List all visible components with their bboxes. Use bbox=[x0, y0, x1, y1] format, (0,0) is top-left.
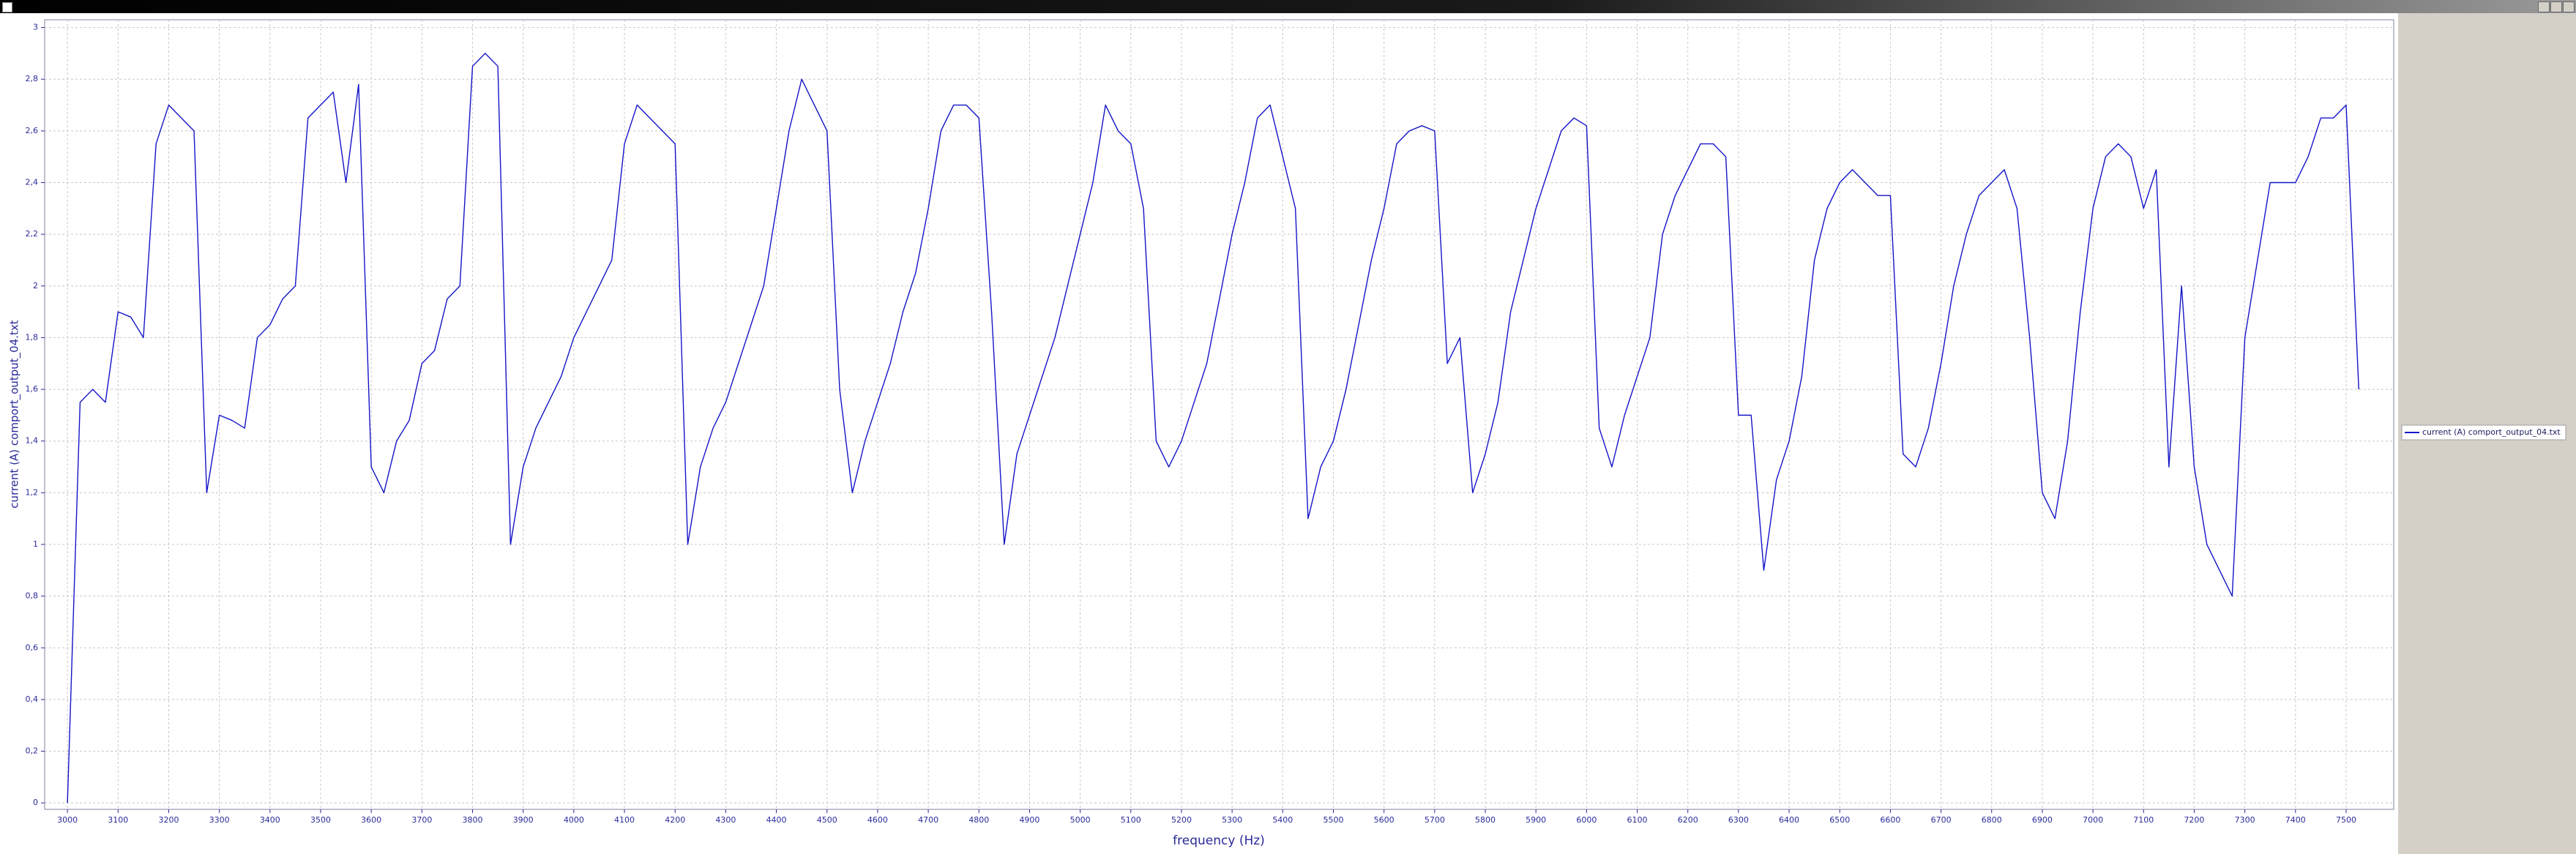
plot-frame bbox=[44, 19, 2394, 810]
minimize-button[interactable] bbox=[2538, 1, 2550, 12]
chart-background bbox=[0, 13, 2398, 854]
x-tick-label: 3500 bbox=[310, 815, 331, 825]
y-tick-label: 2,6 bbox=[26, 126, 39, 135]
y-tick-label: 1,2 bbox=[26, 487, 39, 497]
x-tick-label: 6600 bbox=[1880, 815, 1900, 825]
y-tick-label: 3 bbox=[33, 23, 38, 32]
y-tick-label: 0,6 bbox=[26, 643, 39, 652]
x-tick-label: 3600 bbox=[361, 815, 381, 825]
x-tick-label: 3200 bbox=[158, 815, 179, 825]
y-tick-label: 2,8 bbox=[26, 74, 39, 83]
x-tick-label: 3000 bbox=[57, 815, 78, 825]
x-tick-label: 5200 bbox=[1171, 815, 1192, 825]
x-tick-label: 5100 bbox=[1121, 815, 1141, 825]
x-tick-label: 6100 bbox=[1627, 815, 1648, 825]
y-tick-label: 2,2 bbox=[26, 229, 39, 239]
y-tick-label: 0,4 bbox=[26, 694, 39, 704]
close-button[interactable] bbox=[2563, 1, 2575, 12]
x-tick-label: 6900 bbox=[2032, 815, 2053, 825]
y-tick-label: 0,2 bbox=[26, 746, 39, 756]
x-tick-label: 7400 bbox=[2285, 815, 2306, 825]
legend-box bbox=[2401, 424, 2566, 441]
y-tick-label: 1 bbox=[33, 539, 38, 549]
x-tick-label: 7200 bbox=[2184, 815, 2204, 825]
x-tick-label: 5500 bbox=[1323, 815, 1343, 825]
x-axis-label: frequency (Hz) bbox=[1173, 834, 1265, 848]
x-tick-label: 4100 bbox=[614, 815, 635, 825]
y-tick-label: 1,6 bbox=[26, 384, 39, 394]
y-tick-label: 2 bbox=[33, 281, 38, 291]
x-tick-label: 5400 bbox=[1272, 815, 1293, 825]
x-tick-label: 5300 bbox=[1222, 815, 1242, 825]
data-line bbox=[67, 53, 2359, 804]
title-bar bbox=[0, 0, 2576, 13]
x-tick-label: 5900 bbox=[1526, 815, 1546, 825]
maximize-button[interactable] bbox=[2550, 1, 2562, 12]
x-tick-label: 4200 bbox=[665, 815, 685, 825]
x-tick-label: 7300 bbox=[2235, 815, 2255, 825]
y-tick-label: 1,8 bbox=[26, 332, 39, 342]
x-tick-label: 6400 bbox=[1779, 815, 1799, 825]
x-tick-label: 6200 bbox=[1678, 815, 1698, 825]
x-tick-label: 4300 bbox=[715, 815, 736, 825]
y-tick-label: 0 bbox=[33, 798, 38, 807]
x-tick-label: 3300 bbox=[209, 815, 230, 825]
x-tick-label: 7000 bbox=[2083, 815, 2103, 825]
x-tick-label: 6500 bbox=[1829, 815, 1850, 825]
y-tick-label: 0,8 bbox=[26, 591, 39, 601]
x-tick-label: 4700 bbox=[918, 815, 938, 825]
x-tick-label: 3400 bbox=[260, 815, 280, 825]
x-tick-label: 3700 bbox=[411, 815, 432, 825]
chart: frequency (Hz) current (A) comport_outpu… bbox=[0, 13, 2576, 854]
x-tick-label: 4800 bbox=[968, 815, 989, 825]
x-tick-label: 4600 bbox=[867, 815, 888, 825]
x-tick-label: 7100 bbox=[2133, 815, 2154, 825]
legend-label: current (A) comport_output_04.txt bbox=[2422, 427, 2561, 437]
x-tick-label: 4900 bbox=[1019, 815, 1039, 825]
x-tick-label: 6800 bbox=[1982, 815, 2002, 825]
x-tick-label: 6700 bbox=[1931, 815, 1952, 825]
x-tick-label: 5600 bbox=[1374, 815, 1395, 825]
y-tick-label: 1,4 bbox=[26, 436, 39, 446]
window-icon bbox=[2, 2, 12, 12]
x-tick-label: 3900 bbox=[513, 815, 534, 825]
x-tick-label: 7500 bbox=[2336, 815, 2356, 825]
x-tick-label: 5700 bbox=[1425, 815, 1445, 825]
x-tick-label: 3100 bbox=[108, 815, 128, 825]
x-tick-label: 6300 bbox=[1728, 815, 1749, 825]
x-tick-label: 4000 bbox=[564, 815, 584, 825]
x-tick-label: 4400 bbox=[766, 815, 787, 825]
y-tick-label: 2,4 bbox=[26, 178, 39, 187]
x-tick-label: 6000 bbox=[1576, 815, 1597, 825]
x-tick-label: 5800 bbox=[1475, 815, 1496, 825]
x-tick-label: 5000 bbox=[1070, 815, 1091, 825]
x-tick-label: 3800 bbox=[463, 815, 483, 825]
x-tick-label: 4500 bbox=[817, 815, 837, 825]
y-axis-label: current (A) comport_output_04.txt bbox=[8, 320, 22, 508]
